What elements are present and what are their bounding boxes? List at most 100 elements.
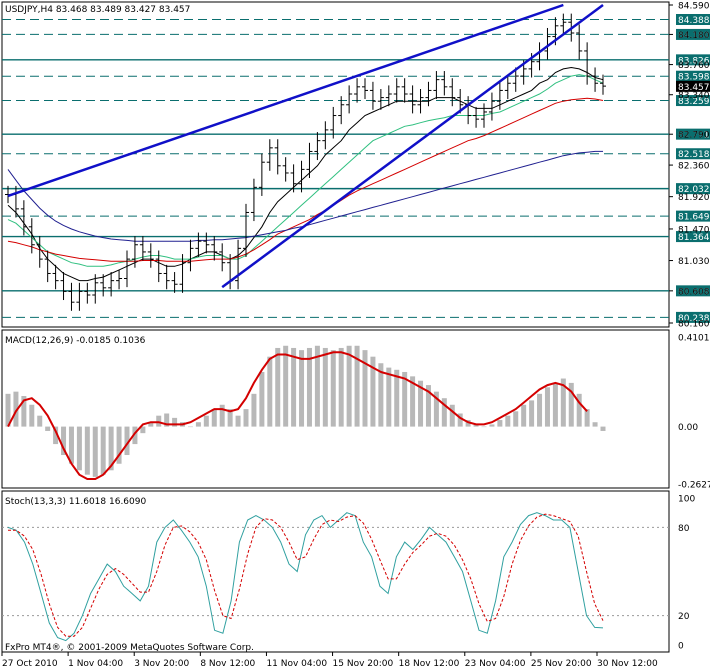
trend-lines [7,3,604,289]
macd-histogram-bar [465,420,471,427]
price-axis: 84.388 84.180 83.826 83.598 83.259 82.791 82.5… [669,2,710,330]
trend-line [221,3,604,289]
macd-histogram-bar [37,415,43,427]
macd-histogram-bar [259,371,265,427]
macd-histogram-bar [433,391,439,427]
macd-histogram-bar [560,378,566,427]
level-price-label: 80.608 [678,287,710,297]
level-price-label: 81.649 [678,213,710,223]
macd-histogram-bar [537,393,543,427]
macd-histogram-bar [195,422,201,427]
macd-histogram-bar [124,426,130,456]
macd-histogram-bar [29,404,35,427]
level-price-box [676,28,710,40]
level-price-box [676,285,710,297]
chart-header: USDJPY,H4 83.468 83.489 83.427 83.457 [5,5,190,15]
stoch-main-line [7,512,604,642]
level-price-box [676,148,710,160]
macd-histogram-bar [370,356,376,427]
price-tick-label: 84.180 [678,31,710,41]
macd-histogram-bar [402,371,408,427]
macd-histogram-bar [449,404,455,427]
level-price-label: 80.238 [678,314,710,324]
macd-histogram-bar [227,409,233,427]
macd-histogram-bar [61,426,67,456]
price-tick-label: 80.160 [678,320,710,330]
macd-histogram-bar [330,350,336,427]
macd-histogram-bar [116,426,122,464]
time-tick-label: 30 Nov 12:00 [597,659,658,669]
current-price-box [676,80,710,92]
macd-histogram-bar [513,411,519,427]
macd-histogram-bar [45,426,51,431]
stoch-tick-label: 100 [678,495,695,505]
level-price-box [676,14,710,26]
level-price-box [676,128,710,140]
level-price-label: 82.791 [678,131,710,141]
macd-histogram-bar [489,424,495,427]
macd-histogram-bar [386,367,392,427]
macd-histogram-bar [314,345,320,427]
macd-title: MACD(12,26,9) -0.0185 0.1036 [5,336,146,346]
macd-histogram-bar [219,404,225,427]
macd-histogram-bar [243,409,249,427]
macd-histogram-bar [108,426,114,471]
level-price-label: 82.518 [678,150,710,160]
moving-average-line [7,74,604,267]
price-tick-label: 84.590 [678,2,710,12]
macd-histogram-bar [21,396,27,427]
macd-histogram-bar [576,393,582,427]
level-price-box [676,95,710,107]
price-tick-label: 81.920 [678,193,710,203]
macd-histogram-bar [378,363,384,427]
stoch-tick-label: 20 [678,612,690,622]
macd-indicator: 0.4101 0.00 -0.2627 [5,334,710,491]
macd-histogram-bar [322,347,328,427]
time-tick-label: 23 Nov 04:00 [465,659,526,669]
macd-histogram-bar [13,391,19,427]
macd-histogram-bar [92,426,98,477]
macd-histogram-bar [425,385,431,427]
macd-histogram-bar [291,347,297,427]
macd-tick-label: 0.4101 [678,334,710,344]
time-tick-label: 15 Nov 20:00 [333,659,394,669]
macd-histogram-bar [148,422,154,427]
level-price-label: 84.388 [678,16,710,26]
time-tick-label: 27 Oct 2010 [2,659,58,669]
level-price-box [676,231,710,243]
moving-average-line [7,97,604,262]
macd-histogram-bar [76,426,82,471]
moving-averages [7,66,604,282]
macd-histogram-bar [394,369,400,427]
level-price-label: 83.598 [678,73,710,83]
macd-histogram-bar [267,356,273,427]
trend-line [7,3,564,198]
price-bars [5,13,606,311]
price-tick-label: 82.360 [678,162,710,172]
macd-histogram-bar [172,417,178,427]
macd-histogram-bar [140,426,146,434]
macd-histogram-bar [457,413,463,427]
macd-histogram-bar [299,350,305,427]
macd-histogram-bar [362,350,368,427]
price-tick-label: 83.760 [678,61,710,71]
current-price-label: 83.457 [678,83,710,93]
macd-histogram-bar [251,393,257,427]
macd-histogram-bar [410,376,416,427]
level-price-box [676,54,710,66]
macd-histogram-bar [346,345,352,427]
level-price-box [676,70,710,82]
level-price-label: 81.364 [678,233,710,243]
time-tick-label: 25 Nov 20:00 [531,659,592,669]
copyright-text: FxPro MT4®, © 2001-2009 MetaQuotes Softw… [5,643,254,653]
macd-histogram-bar [568,382,574,427]
macd-histogram-bar [600,426,606,431]
macd-histogram-bar [521,404,527,427]
macd-histogram-bar [68,426,74,464]
level-price-label: 82.032 [678,185,710,195]
stoch-panel-frame [1,490,670,653]
macd-histogram-bar [481,426,487,428]
macd-histogram-bar [418,380,424,427]
price-tick-label: 81.030 [678,257,710,267]
